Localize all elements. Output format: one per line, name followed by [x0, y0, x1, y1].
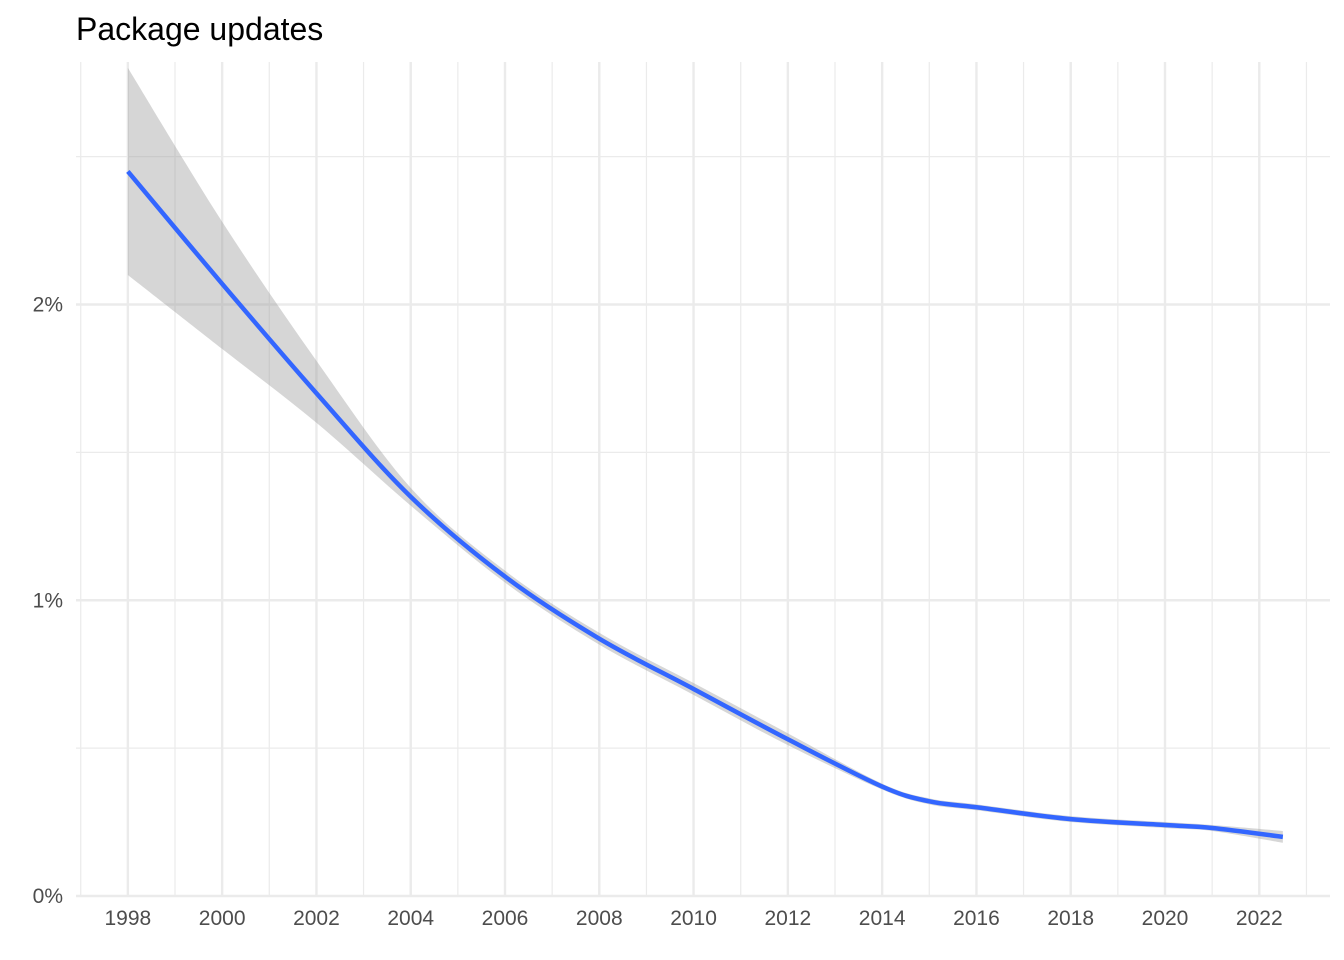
- x-tick-label: 2018: [1047, 907, 1094, 930]
- x-tick-label: 2002: [293, 907, 340, 930]
- trend-line: [126, 169, 1284, 840]
- chart-title: Package updates: [76, 11, 323, 47]
- x-tick-label: 2022: [1236, 907, 1283, 930]
- minor-gridlines: [76, 62, 1330, 896]
- x-tick-label: 2008: [576, 907, 623, 930]
- x-tick-label: 2010: [670, 907, 717, 930]
- x-tick-label: 2006: [482, 907, 529, 930]
- major-gridlines: [76, 62, 1330, 898]
- x-tick-label: 2016: [953, 907, 1000, 930]
- y-tick-label: 0%: [33, 885, 63, 908]
- x-tick-label: 2014: [859, 907, 906, 930]
- x-tick-label: 1998: [104, 907, 151, 930]
- x-tick-label: 2012: [764, 907, 811, 930]
- x-axis-tick-labels: 1998 2000 2002 2004 2006 2008 2010 2012 2014 2016…: [104, 907, 1282, 930]
- x-tick-label: 2004: [387, 907, 434, 930]
- y-axis-tick-labels: 0% 1% 2%: [33, 294, 63, 908]
- confidence-band: [127, 67, 1283, 843]
- x-tick-label: 2000: [199, 907, 246, 930]
- y-tick-label: 1%: [33, 589, 63, 612]
- x-tick-label: 2020: [1142, 907, 1189, 930]
- y-tick-label: 2%: [33, 294, 63, 317]
